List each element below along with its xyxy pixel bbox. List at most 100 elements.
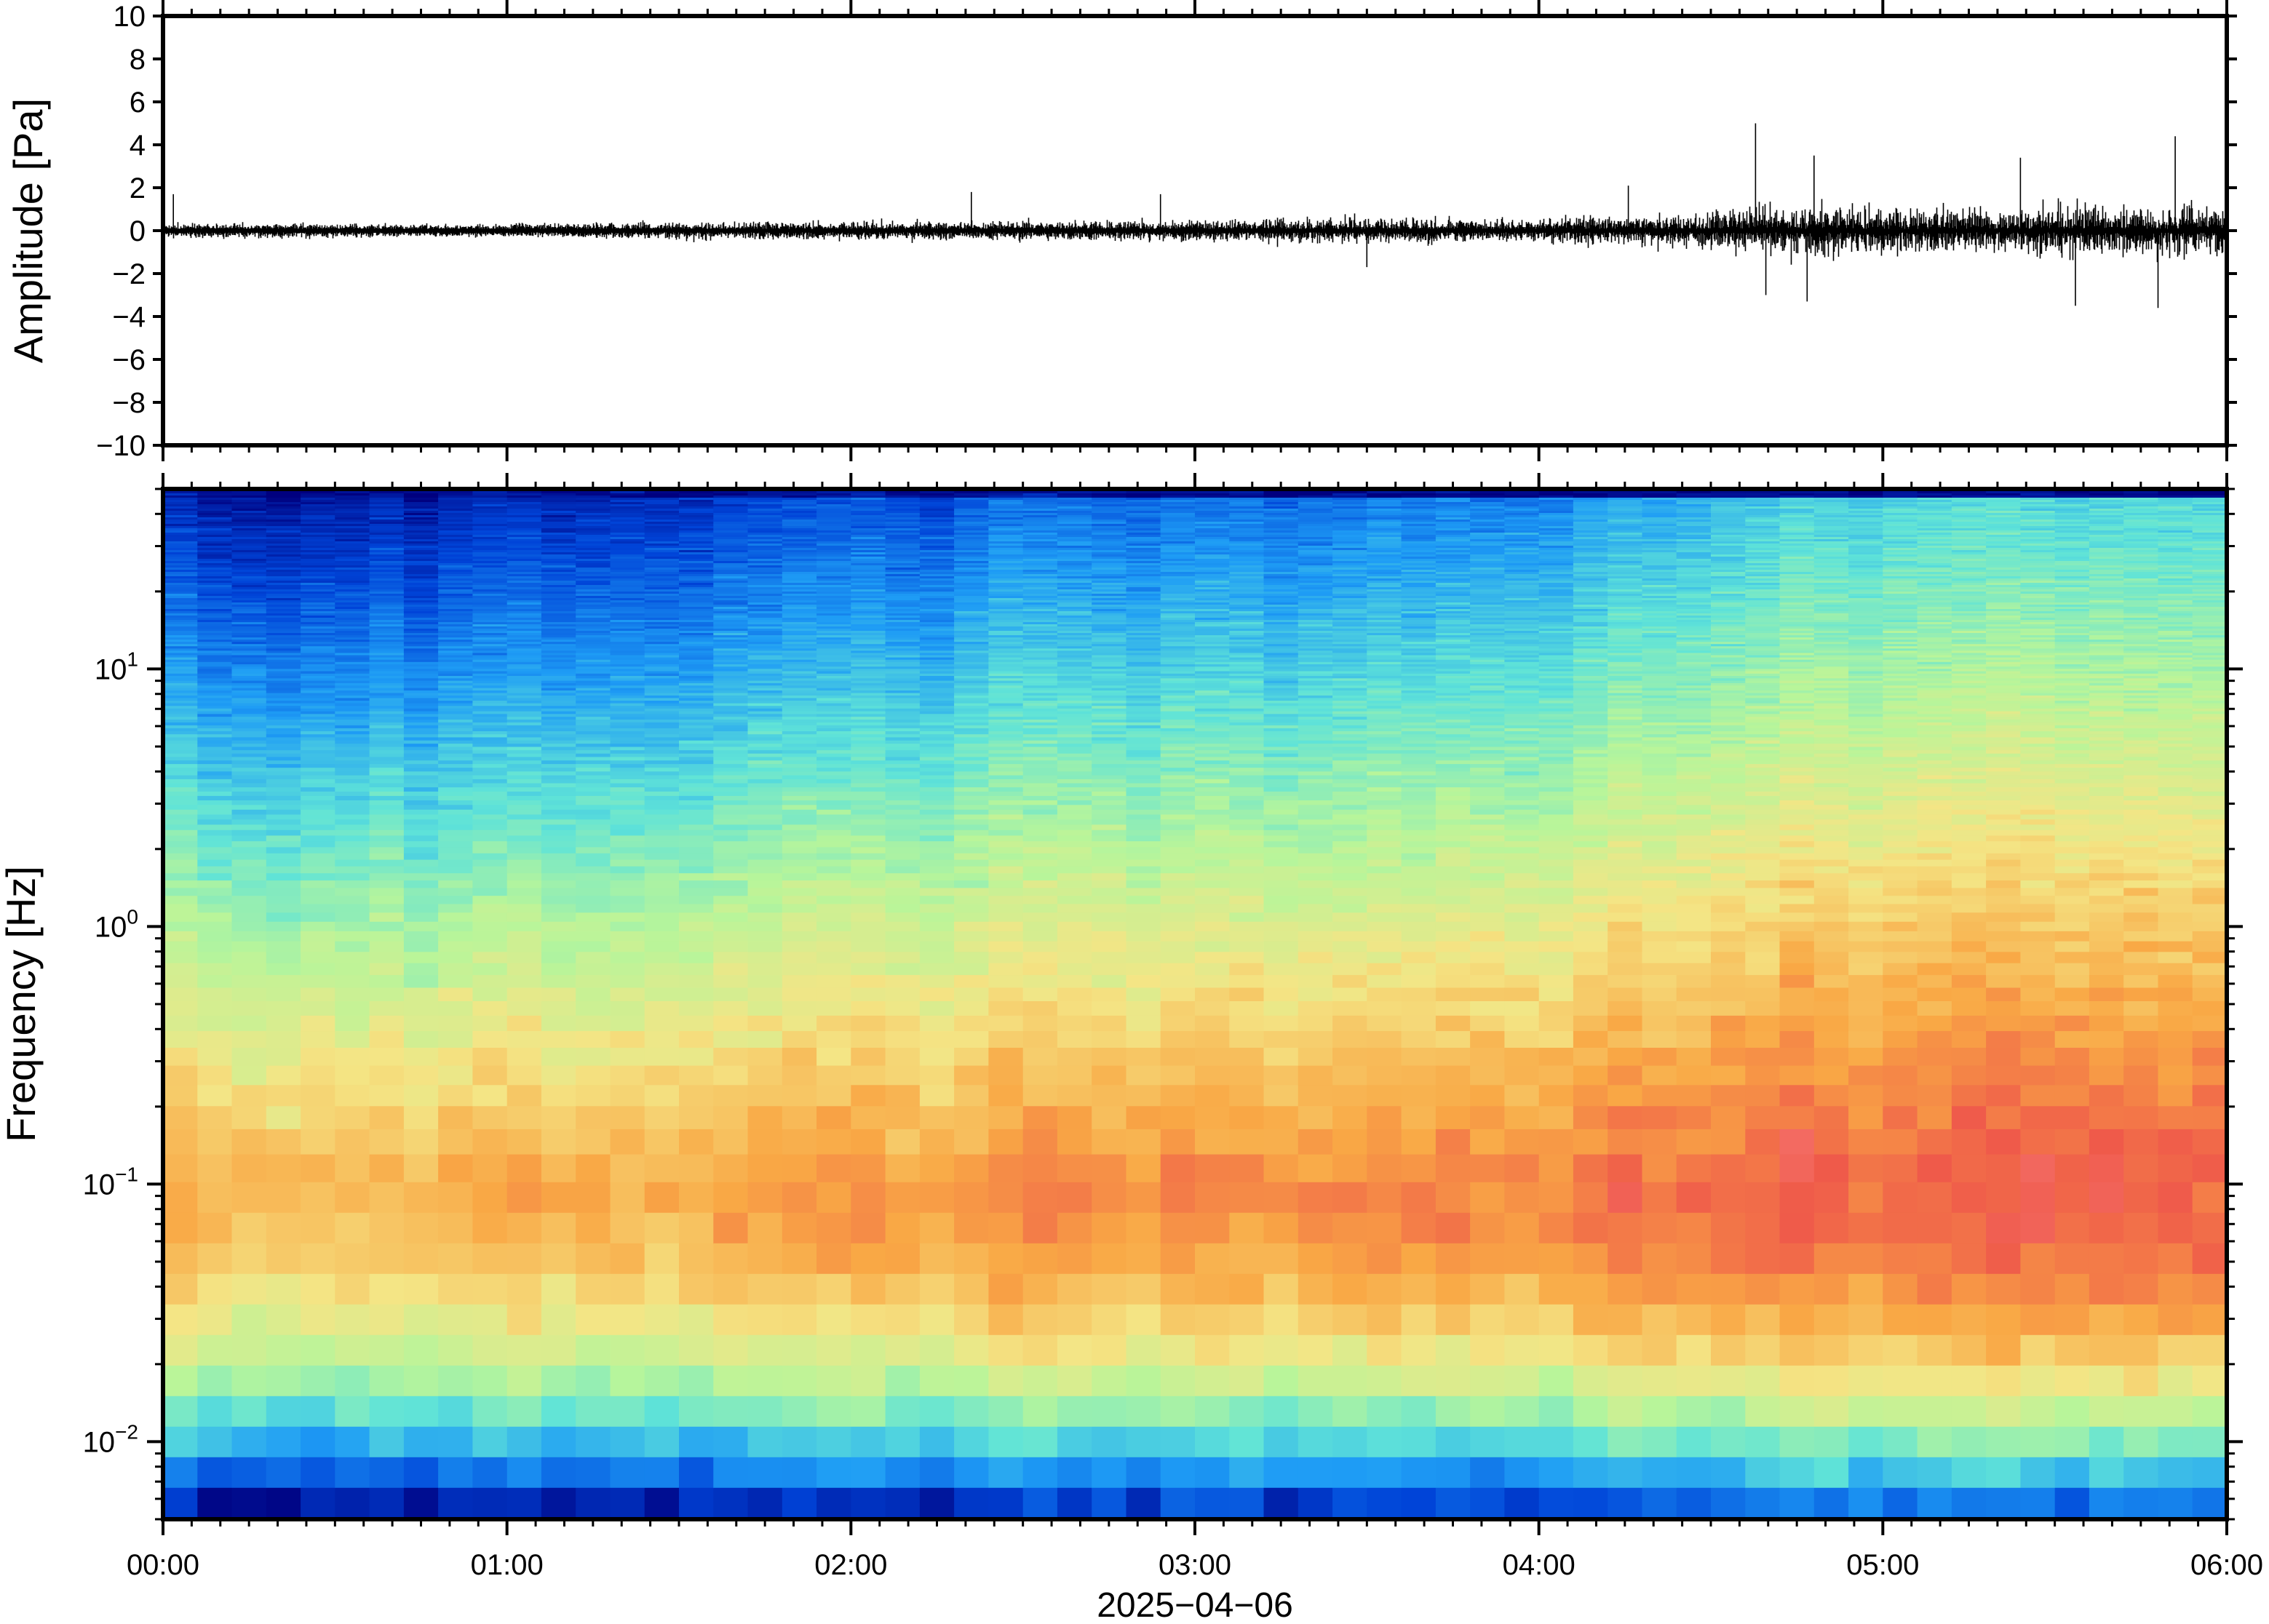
- spectrogram-cell: [816, 659, 851, 663]
- spectrogram-cell: [679, 646, 714, 649]
- spectrogram-cell: [403, 775, 439, 780]
- spectrogram-cell: [576, 896, 611, 905]
- spectrogram-cell: [713, 655, 749, 658]
- spectrogram-cell: [1057, 717, 1092, 720]
- spectrogram-cell: [782, 1304, 817, 1336]
- spectrogram-cell: [885, 557, 921, 560]
- spectrogram-cell: [541, 520, 576, 522]
- spectrogram-cell: [885, 565, 921, 568]
- spectrogram-cell: [644, 572, 680, 575]
- spectrogram-cell: [472, 530, 508, 533]
- spectrogram-cell: [369, 1015, 405, 1032]
- spectrogram-cell: [816, 544, 851, 546]
- spectrogram-cell: [644, 498, 680, 501]
- spectrogram-cell: [679, 783, 714, 788]
- spectrogram-cell: [1092, 896, 1127, 905]
- spectrogram-cell: [954, 1154, 989, 1183]
- spectrogram-cell: [576, 587, 611, 590]
- spectrogram-cell: [885, 853, 921, 861]
- spectrogram-cell: [816, 640, 851, 642]
- spectrogram-cell: [576, 805, 611, 811]
- spectrogram-cell: [816, 537, 851, 540]
- spectrogram-cell: [231, 880, 267, 888]
- spectrogram-cell: [1057, 829, 1092, 836]
- spectrogram-cell: [885, 728, 921, 732]
- spectrogram-cell: [885, 795, 921, 801]
- spectrogram-cell: [713, 819, 749, 825]
- spectrogram-cell: [851, 847, 886, 854]
- spectrogram-cell: [816, 698, 851, 701]
- spectrogram-cell: [506, 1334, 542, 1366]
- spectrogram-cell: [713, 557, 749, 560]
- spectrogram-cell: [919, 557, 955, 560]
- spectrogram-cell: [851, 1001, 886, 1016]
- spectrogram-cell: [644, 921, 680, 932]
- spectrogram-cell: [163, 682, 198, 686]
- spectrogram-cell: [438, 618, 473, 621]
- spectrogram-cell: [713, 1048, 749, 1067]
- spectrogram-cell: [919, 835, 955, 842]
- spectrogram-cell: [472, 1487, 508, 1519]
- spectrogram-cell: [369, 805, 405, 811]
- spectrogram-cell: [335, 1154, 370, 1183]
- spectrogram-cell: [851, 620, 886, 623]
- spectrogram-cell: [782, 768, 817, 772]
- spectrogram-cell: [369, 685, 405, 689]
- spectrogram-cell: [506, 611, 542, 614]
- spectrogram-cell: [816, 722, 851, 726]
- spectrogram-cell: [231, 671, 267, 674]
- spectrogram-cell: [231, 819, 267, 825]
- spectrogram-cell: [506, 896, 542, 905]
- spectrogram-cell: [403, 888, 439, 896]
- spectrogram-cell: [851, 711, 886, 715]
- spectrogram-cell: [369, 768, 405, 772]
- spectrogram-cell: [1022, 819, 1058, 825]
- spectrogram-cell: [335, 805, 370, 811]
- spectrogram-cell: [197, 574, 233, 577]
- spectrogram-cell: [472, 824, 508, 831]
- spectrogram-cell: [713, 581, 749, 584]
- spectrogram-cell: [266, 853, 301, 861]
- spectrogram-cell: [197, 829, 233, 836]
- spectrogram-cell: [576, 1129, 611, 1155]
- spectrogram-cell: [1092, 561, 1127, 564]
- spectrogram-cell: [541, 904, 576, 913]
- spectrogram-cell: [782, 688, 817, 691]
- spectrogram-cell: [506, 693, 542, 696]
- spectrogram-cell: [472, 626, 508, 629]
- spectrogram-cell: [885, 611, 921, 614]
- spectrogram-cell: [266, 835, 301, 842]
- spectrogram-cell: [816, 633, 851, 636]
- spectrogram-cell: [782, 791, 817, 797]
- spectrogram-cell: [197, 583, 233, 586]
- spectrogram-cell: [816, 585, 851, 588]
- spectrogram-cell: [576, 626, 611, 629]
- spectrogram-cell: [816, 570, 851, 573]
- spectrogram-cell: [266, 526, 301, 529]
- spectrogram-cell: [954, 1365, 989, 1397]
- spectrogram-cell: [1022, 605, 1058, 608]
- spectrogram-cell: [438, 637, 473, 640]
- spectrogram-cell: [472, 1334, 508, 1366]
- spectrogram-cell: [782, 659, 817, 663]
- spectrogram-cell: [747, 1365, 783, 1397]
- spectrogram-cell: [679, 493, 714, 496]
- spectrogram-cell: [472, 987, 508, 1002]
- spectrogram-cell: [988, 589, 1024, 592]
- spectrogram-cell: [231, 1212, 267, 1244]
- spectrogram-cell: [747, 498, 783, 501]
- spectrogram-cell: [335, 680, 370, 684]
- spectrogram-cell: [301, 1129, 335, 1155]
- spectrogram-cell: [713, 583, 749, 586]
- spectrogram-cell: [885, 613, 921, 616]
- spectrogram-cell: [231, 640, 267, 642]
- spectrogram-cell: [851, 594, 886, 597]
- spectrogram-cell: [816, 622, 851, 625]
- spectrogram-cell: [851, 722, 886, 726]
- spectrogram-cell: [988, 795, 1024, 801]
- spectrogram-cell: [954, 1106, 989, 1130]
- spectrogram-cell: [713, 685, 749, 689]
- spectrogram-cell: [472, 931, 508, 942]
- spectrogram-cell: [885, 633, 921, 636]
- spectrogram-cell: [816, 711, 851, 715]
